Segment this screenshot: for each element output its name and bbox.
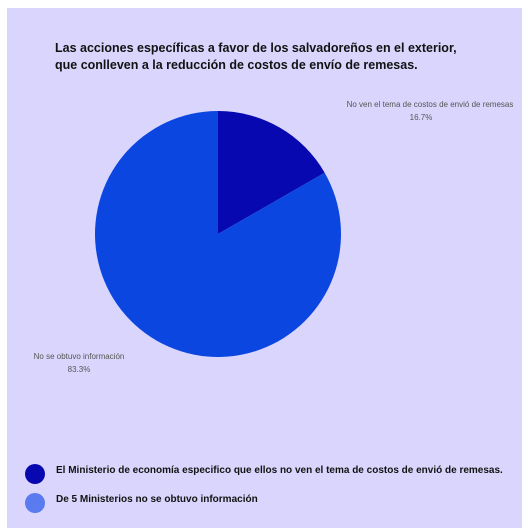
legend-swatch-no-ven-tema bbox=[25, 464, 45, 484]
slice-value-no-informacion: 83.3% bbox=[68, 365, 91, 374]
chart-title: Las acciones específicas a favor de los … bbox=[55, 40, 515, 74]
pie-chart: No ven el tema de costos de envió de rem… bbox=[34, 100, 514, 374]
legend-text-no-ven-tema: El Ministerio de economía especifico que… bbox=[56, 465, 503, 476]
legend-text-no-informacion: De 5 Ministerios no se obtuvo informació… bbox=[56, 494, 258, 505]
pie-slice-no-ven-tema bbox=[218, 111, 325, 234]
chart-title-line-1: Las acciones específicas a favor de los … bbox=[55, 41, 457, 55]
slice-label-no-ven-tema: No ven el tema de costos de envió de rem… bbox=[347, 100, 514, 109]
slice-label-no-informacion: No se obtuvo información bbox=[34, 352, 125, 361]
legend-swatch-no-informacion bbox=[25, 493, 45, 513]
chart-title-line-2: que conlleven a la reducción de costos d… bbox=[55, 58, 418, 72]
slice-value-no-ven-tema: 16.7% bbox=[410, 113, 433, 122]
chart-card: Las acciones específicas a favor de los … bbox=[7, 8, 522, 528]
legend-item-no-informacion: De 5 Ministerios no se obtuvo informació… bbox=[25, 492, 520, 513]
chart-legend: El Ministerio de economía especifico que… bbox=[25, 463, 520, 521]
pie-slice-no-informacion bbox=[94, 111, 341, 357]
legend-item-no-ven-tema: El Ministerio de economía especifico que… bbox=[25, 463, 520, 484]
